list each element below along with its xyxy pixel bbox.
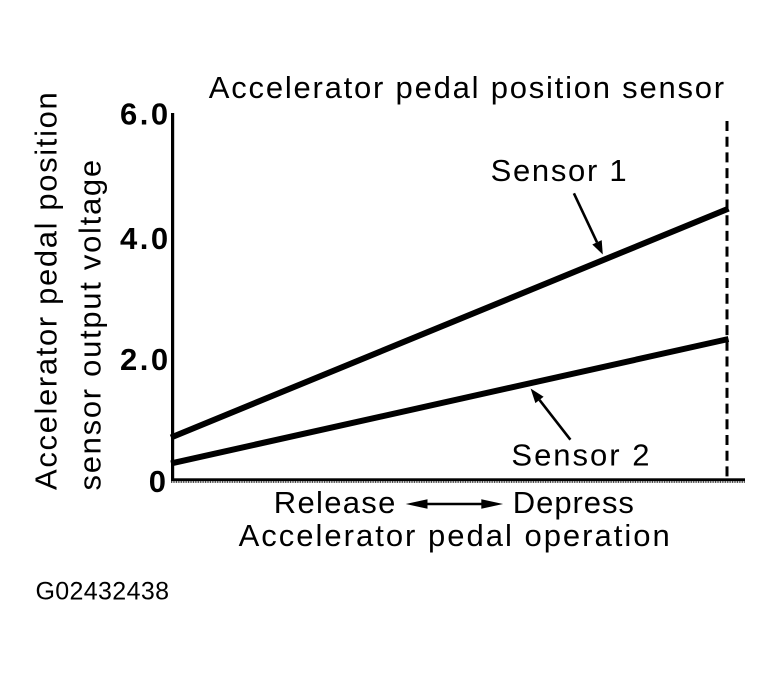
svg-text:Sensor 2: Sensor 2 bbox=[511, 438, 651, 473]
svg-text:6.0: 6.0 bbox=[120, 97, 171, 132]
svg-text:Accelerator pedal position: Accelerator pedal position bbox=[29, 91, 64, 490]
svg-text:Depress: Depress bbox=[513, 485, 635, 520]
svg-text:0: 0 bbox=[149, 464, 166, 499]
svg-text:Release: Release bbox=[274, 485, 397, 520]
svg-text:Accelerator pedal position sen: Accelerator pedal position sensor bbox=[209, 70, 726, 105]
svg-text:2.0: 2.0 bbox=[120, 342, 171, 377]
svg-text:4.0: 4.0 bbox=[120, 221, 171, 256]
svg-text:G02432438: G02432438 bbox=[36, 578, 170, 606]
svg-text:Sensor 1: Sensor 1 bbox=[491, 153, 629, 188]
svg-text:sensor output voltage: sensor output voltage bbox=[72, 158, 107, 490]
svg-text:Accelerator pedal operation: Accelerator pedal operation bbox=[239, 518, 672, 553]
